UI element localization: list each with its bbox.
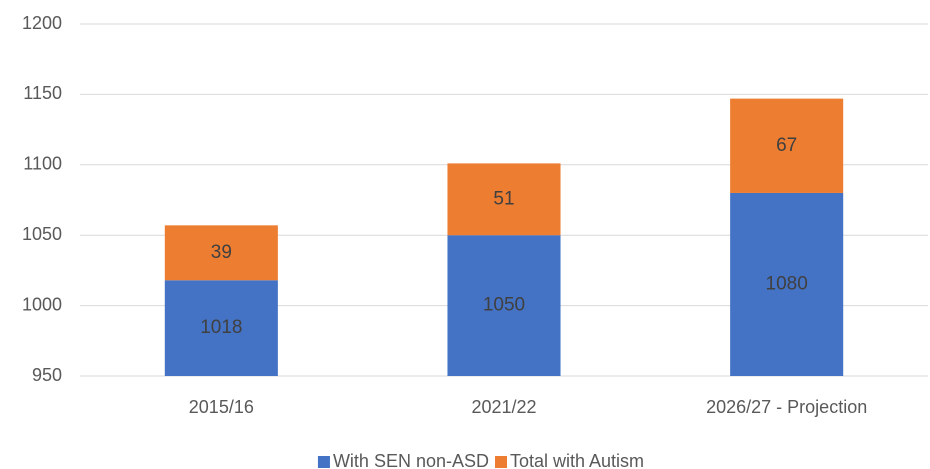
x-tick-label: 2015/16 [189,397,254,417]
legend-swatch [317,456,330,468]
y-tick-label: 1100 [23,154,62,174]
x-tick-label: 2026/27 - Projection [706,397,867,417]
data-label: 39 [211,242,232,263]
data-label: 1080 [766,273,808,294]
bar-segment [447,163,561,236]
y-tick-label: 1000 [22,294,62,314]
bar-segment [730,98,844,193]
data-label: 1050 [483,295,525,316]
data-label: 51 [493,188,514,209]
bar-segment [164,280,278,376]
y-tick-label: 1200 [22,13,62,33]
bar-segment [730,192,844,376]
bar-segment [447,235,561,376]
bar-segment [164,225,278,281]
legend-label: Total with Autism [510,451,644,469]
data-label: 1018 [200,317,242,338]
y-tick-label: 950 [32,365,62,385]
data-label: 67 [776,135,797,156]
legend-label: With SEN non-ASD [333,451,489,469]
legend-swatch [495,456,507,468]
y-tick-label: 1050 [22,224,62,244]
y-tick-label: 1150 [23,83,62,103]
x-tick-label: 2021/22 [471,397,536,417]
